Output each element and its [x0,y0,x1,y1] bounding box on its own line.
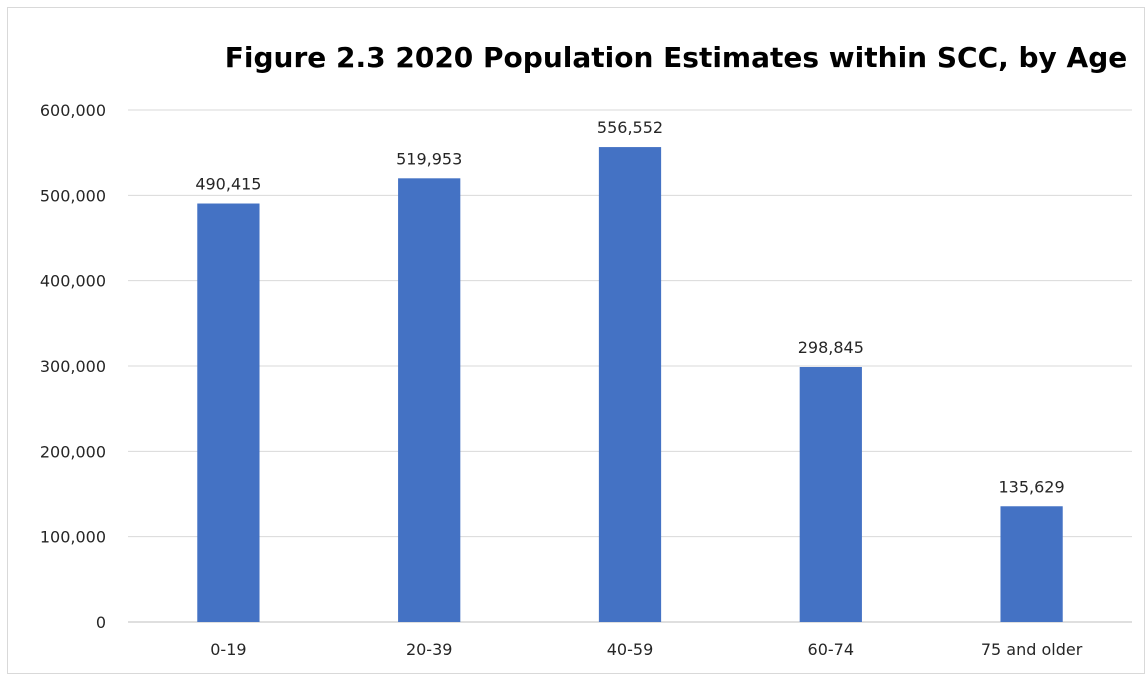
bar-chart: Figure 2.3 2020 Population Estimates wit… [40,41,1132,659]
x-tick-label: 60-74 [808,640,855,659]
x-tick-label: 75 and older [981,640,1083,659]
bar-40-59 [598,147,662,622]
data-label: 135,629 [999,477,1065,496]
y-tick-label: 300,000 [40,357,106,376]
x-axis-tick-labels: 0-19 20-39 40-59 60-74 75 and older [210,640,1082,659]
x-tick-label: 40-59 [607,640,654,659]
bar-0-19 [197,203,260,623]
data-label: 556,552 [597,118,663,137]
y-tick-label: 200,000 [40,442,106,461]
y-tick-label: 100,000 [40,528,106,547]
data-labels: 490,415 519,953 556,552 298,845 135,629 [195,118,1064,496]
data-label: 519,953 [396,149,462,168]
chart-frame: Figure 2.3 2020 Population Estimates wit… [7,7,1145,674]
y-tick-label: 400,000 [40,272,106,291]
chart-title: Figure 2.3 2020 Population Estimates wit… [225,41,1128,74]
bars [197,147,1063,623]
y-tick-label: 500,000 [40,186,106,205]
y-axis-tick-labels: 0 100,000 200,000 300,000 400,000 500,000 600,… [40,101,106,632]
bar-20-39 [398,178,461,623]
x-tick-label: 0-19 [210,640,246,659]
x-tick-label: 20-39 [406,640,453,659]
y-tick-label: 600,000 [40,101,106,120]
data-label: 490,415 [195,175,261,194]
data-label: 298,845 [798,338,864,357]
bar-60-74 [799,366,862,622]
y-tick-label: 0 [96,613,106,632]
bar-75-and-older [1000,506,1063,622]
